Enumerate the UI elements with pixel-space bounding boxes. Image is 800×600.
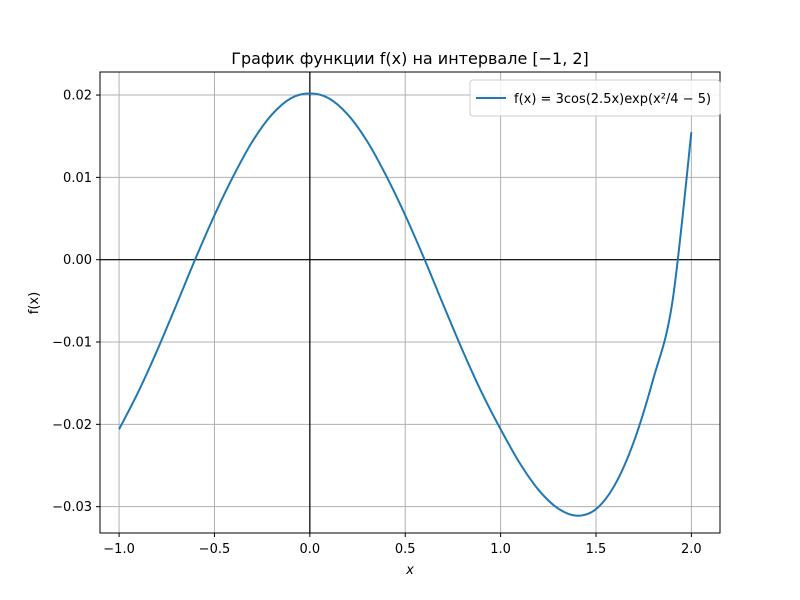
y-tick-label: 0.01 [63,171,92,186]
legend-label: f(x) = 3cos(2.5x)exp(x²/4 − 5) [514,92,711,107]
x-tick-label: −0.5 [199,542,231,557]
series-line [118,92,693,517]
legend-box [469,79,721,117]
x-tick-label: 0.5 [395,542,416,557]
chart-title: График функции f(x) на интервале [−1, 2] [231,49,589,68]
y-ticks: −0.03 −0.02 −0.01 0.00 0.01 0.02 [52,89,100,515]
x-axis-label: x [405,563,414,578]
series-layer [118,92,693,517]
y-tick-label: −0.03 [52,500,92,515]
zero-lines [100,72,720,533]
y-tick-label: 0.00 [63,253,92,268]
x-tick-label: −1.0 [103,542,135,557]
x-tick-label: 2.0 [681,542,702,557]
y-axis-label: f(x) [27,292,42,314]
x-ticks: −1.0 −0.5 0.0 0.5 1.0 1.5 2.0 [103,533,702,557]
y-tick-label: 0.02 [63,89,92,104]
x-tick-label: 0.0 [300,542,321,557]
plot-frame [99,71,721,534]
y-tick-label: −0.01 [52,336,92,351]
y-tick-label: −0.02 [52,418,92,433]
x-tick-label: 1.5 [586,542,607,557]
legend: f(x) = 3cos(2.5x)exp(x²/4 − 5) [469,79,721,117]
x-tick-label: 1.0 [490,542,511,557]
